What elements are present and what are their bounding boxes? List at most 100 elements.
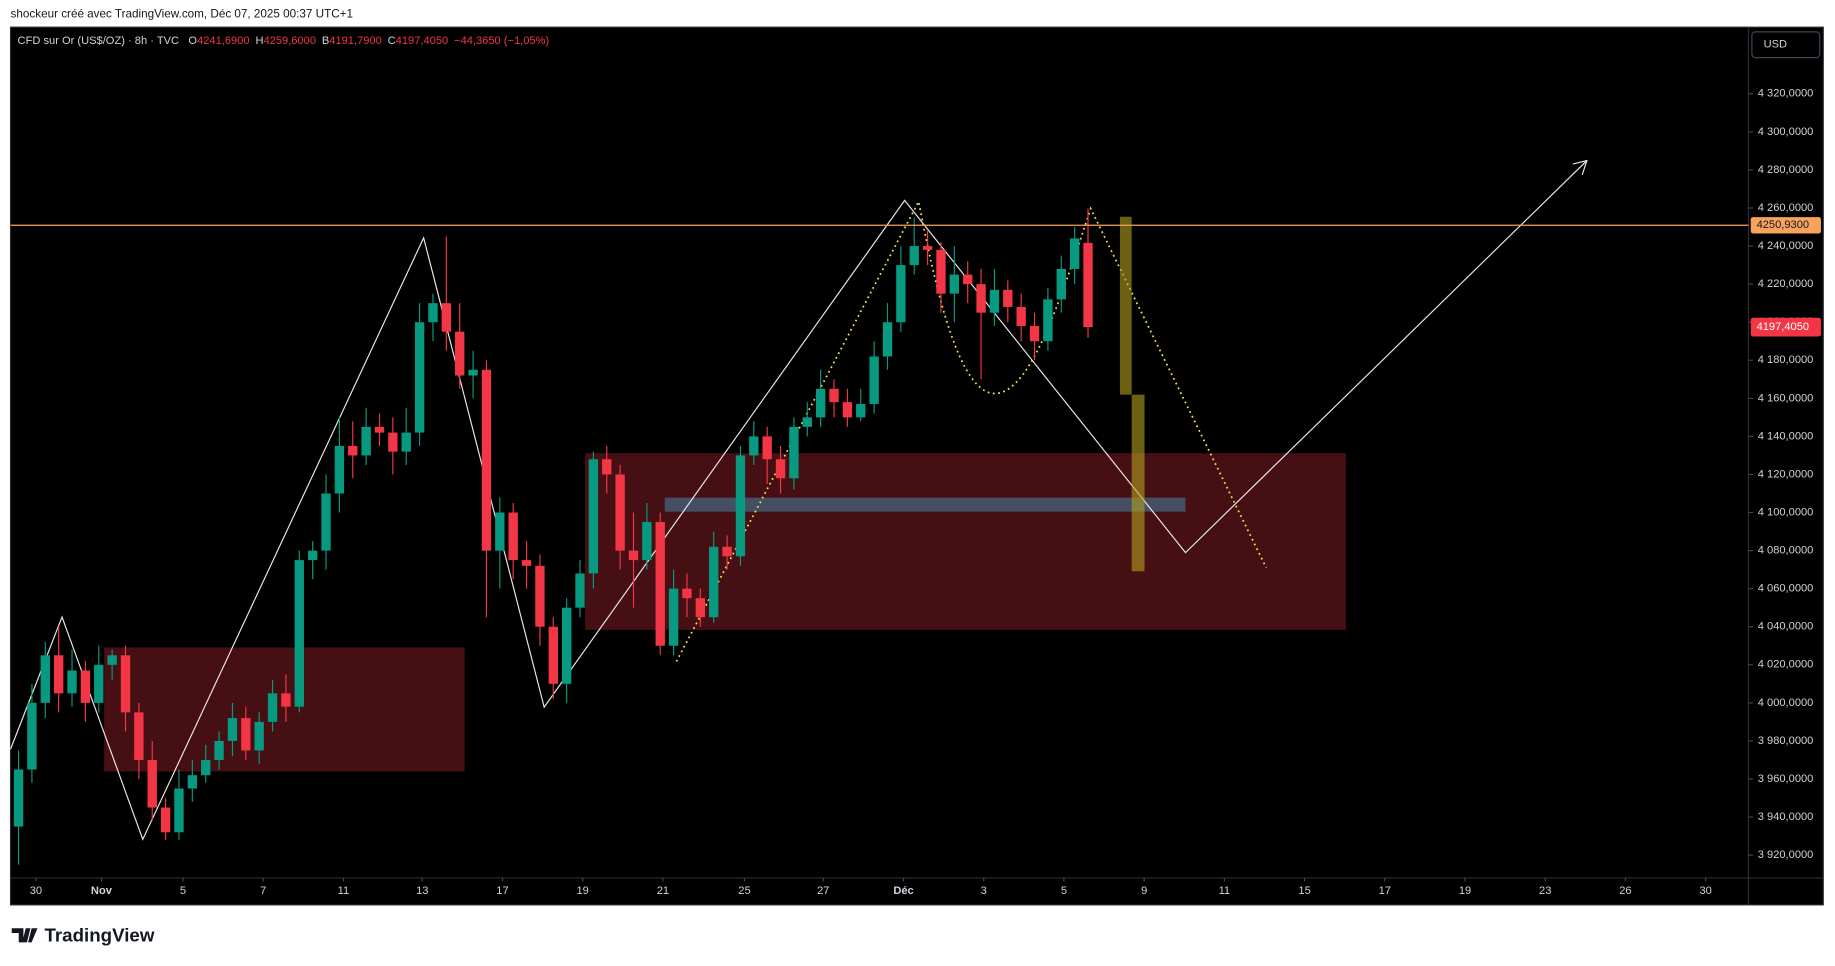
candle-body (214, 740, 224, 760)
legend-key: O (188, 35, 197, 47)
candle-body (361, 426, 371, 456)
legend-value: 4191,7900 (329, 35, 382, 47)
candle-body (508, 512, 518, 561)
x-tick-label: 26 (1619, 885, 1631, 897)
candle-body (294, 560, 304, 707)
candle-body (227, 718, 238, 741)
currency-button[interactable] (1751, 31, 1821, 59)
y-tick-label: 4 180,0000 (1758, 354, 1814, 366)
candle-body (13, 769, 24, 827)
candle-body (1043, 299, 1053, 342)
y-tick-label: 3 980,0000 (1758, 735, 1814, 747)
x-tick-label: 30 (1699, 885, 1711, 897)
legend-value: 4197,4050 (396, 35, 449, 47)
x-tick-label: 13 (416, 885, 428, 897)
y-tick-label: 4 000,0000 (1758, 697, 1814, 709)
volume-bar (1119, 216, 1132, 395)
candle-body (989, 289, 1000, 313)
y-tick-label: 4 160,0000 (1758, 392, 1814, 404)
legend-key: B (322, 35, 329, 47)
y-tick-label: 3 960,0000 (1758, 773, 1814, 785)
logo-mark (11, 928, 38, 943)
candle-body (281, 693, 291, 707)
candle-body (1003, 289, 1013, 307)
y-tick-label: 4 320,0000 (1758, 88, 1814, 100)
x-tick-label: 21 (657, 885, 669, 897)
candle-body (963, 274, 973, 285)
candle-body (1056, 268, 1066, 300)
candle-body (401, 432, 411, 452)
candle-body (428, 303, 438, 323)
x-tick-label: 17 (1379, 885, 1391, 897)
y-tick-label: 4 020,0000 (1758, 659, 1814, 671)
candle-body (922, 246, 933, 250)
candle-body (949, 274, 960, 294)
legend: CFD sur Or (US$/OZ) · 8h · TVC O4241,6900… (18, 35, 550, 47)
y-tick-label: 4 300,0000 (1758, 126, 1814, 138)
candle-body (468, 369, 478, 376)
candle-body (441, 303, 452, 332)
candle-body (455, 331, 465, 376)
candle-body (869, 356, 879, 405)
candle-body (80, 670, 91, 703)
candle-body (896, 265, 906, 323)
y-tick-label: 4 140,0000 (1758, 430, 1814, 442)
candle-body (775, 459, 786, 479)
candle-body (107, 655, 117, 665)
x-tick-label: 30 (30, 885, 42, 897)
candle-body (1083, 242, 1093, 328)
x-tick-label: Nov (91, 885, 113, 897)
candle-body (588, 459, 599, 574)
candle-body (548, 626, 558, 684)
x-tick-label: 7 (260, 885, 266, 897)
candle-body (575, 573, 585, 608)
candle-body (307, 550, 318, 561)
logo-text: TradingView (44, 924, 154, 945)
attribution: shockeur créé avec TradingView.com, Déc … (11, 7, 353, 20)
candle-body (936, 249, 946, 294)
x-tick-label: 11 (338, 885, 350, 897)
y-tick-label: 4 260,0000 (1758, 202, 1814, 214)
candle-body (909, 246, 919, 266)
candle-body (615, 474, 625, 551)
candle-body (481, 369, 492, 551)
candle-body (695, 598, 706, 618)
x-tick-label: 5 (1061, 885, 1067, 897)
x-tick-label: 19 (577, 885, 589, 897)
candle-body (40, 655, 50, 703)
candle-body (882, 322, 893, 357)
candle-body (976, 284, 986, 313)
candle-body (53, 655, 64, 694)
candle-body (321, 493, 331, 551)
logo: TradingView (11, 924, 155, 945)
currency: USD (1764, 39, 1787, 51)
y-tick-label: 4 220,0000 (1758, 278, 1814, 290)
y-tick-label: 4 120,0000 (1758, 468, 1814, 480)
candle-body (535, 565, 545, 627)
x-tick-label: 17 (496, 885, 508, 897)
candle-body (642, 522, 652, 561)
candle-body (735, 455, 746, 557)
candle-body (201, 759, 211, 776)
candle-body (709, 546, 719, 618)
candle-body (254, 721, 264, 751)
price-tag-label: 4250,9300 (1757, 219, 1810, 231)
candle-body (521, 560, 532, 566)
x-tick-label: 19 (1459, 885, 1471, 897)
candle-body (495, 512, 505, 551)
candle-body (802, 417, 812, 427)
y-tick-label: 3 940,0000 (1758, 811, 1814, 823)
x-tick-label: 23 (1539, 885, 1551, 897)
last-price-tag (1750, 317, 1821, 337)
price-tag (1750, 217, 1821, 234)
legend-key: C (388, 35, 396, 47)
candle-body (815, 388, 826, 418)
candle-body (120, 655, 131, 713)
candle-body (267, 693, 278, 722)
candle-body (762, 436, 772, 460)
candle-body (1016, 306, 1026, 327)
candle-body (789, 426, 799, 479)
y-tick-label: 4 060,0000 (1758, 583, 1814, 595)
candle-body (67, 670, 77, 694)
